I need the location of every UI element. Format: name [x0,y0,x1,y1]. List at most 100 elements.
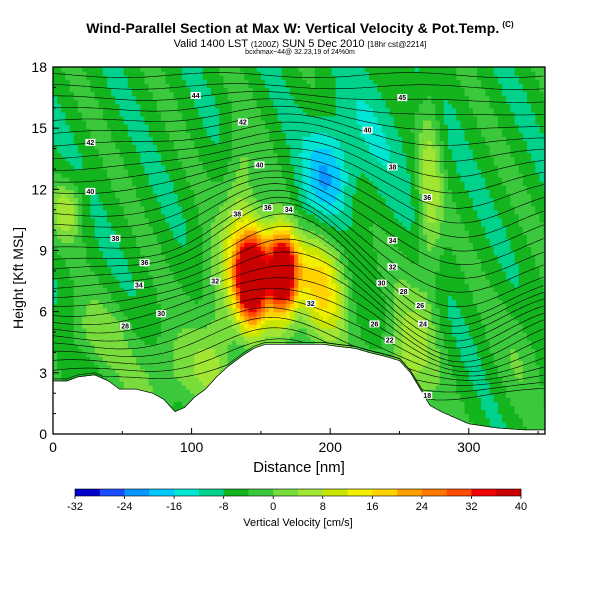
velocity-cell [98,107,104,113]
velocity-cell [240,205,245,211]
velocity-cell [127,168,133,174]
velocity-cell [215,372,220,378]
velocity-cell [202,173,208,178]
velocity-cell [269,266,274,272]
velocity-cell [140,140,146,146]
velocity-cell [252,213,258,219]
velocity-cell [136,307,141,313]
velocity-cell [123,344,129,349]
velocity-cell [256,173,262,178]
velocity-cell [260,156,266,162]
velocity-cell [181,254,187,260]
velocity-cell [69,238,75,243]
velocity-cell [215,168,220,174]
velocity-cell [252,319,258,325]
velocity-cell [148,160,154,166]
velocity-cell [148,279,154,284]
velocity-cell [265,262,270,268]
velocity-cell [82,160,87,166]
velocity-cell [161,360,166,366]
velocity-cell [194,132,200,137]
velocity-cell [194,254,200,260]
velocity-cell [256,254,262,260]
velocity-cell [240,352,245,358]
velocity-cell [86,287,92,292]
velocity-cell [252,79,258,84]
velocity-cell [111,217,116,223]
velocity-cell [77,270,83,276]
velocity-cell [169,352,175,358]
velocity-cell [77,67,83,72]
velocity-cell [240,299,245,305]
velocity-cell [53,368,58,374]
velocity-cell [65,364,71,370]
velocity-cell [123,140,129,146]
velocity-cell [273,213,279,219]
velocity-cell [190,328,195,333]
velocity-cell [186,152,191,158]
velocity-cell [244,128,250,133]
velocity-cell [53,152,58,158]
velocity-cell [186,258,191,264]
velocity-cell [115,67,121,72]
velocity-cell [161,197,166,203]
velocity-cell [215,103,220,109]
velocity-cell [156,181,162,186]
velocity-cell [69,124,75,129]
velocity-cell [177,209,183,215]
velocity-cell [265,234,270,239]
velocity-cell [77,295,83,301]
velocity-cell [248,75,254,80]
velocity-cell [123,144,129,150]
velocity-cell [190,275,195,280]
velocity-cell [265,250,270,256]
velocity-cell [65,254,71,260]
velocity-cell [152,319,158,325]
velocity-cell [194,340,200,345]
velocity-cell [252,238,258,243]
velocity-cell [94,99,100,105]
velocity-cell [177,401,183,407]
velocity-cell [181,132,187,137]
velocity-cell [77,254,83,260]
velocity-cell [140,107,146,113]
velocity-cell [248,222,254,227]
velocity-cell [194,115,200,121]
velocity-cell [90,336,96,341]
velocity-cell [206,136,212,141]
velocity-cell [107,242,112,247]
velocity-cell [123,197,129,203]
velocity-cell [198,319,204,325]
velocity-cell [260,307,266,313]
velocity-cell [61,160,67,166]
velocity-cell [98,124,104,129]
velocity-cell [235,319,241,325]
velocity-cell [102,344,108,349]
velocity-cell [173,254,179,260]
velocity-cell [186,177,191,182]
velocity-cell [211,205,216,211]
velocity-cell [94,160,100,166]
velocity-cell [273,67,279,72]
velocity-cell [252,115,258,121]
velocity-cell [260,287,266,292]
velocity-cell [206,250,212,256]
velocity-cell [273,307,279,313]
velocity-cell [165,91,171,97]
velocity-cell [248,140,254,146]
velocity-cell [123,315,129,321]
velocity-cell [260,144,266,150]
velocity-cell [119,148,125,154]
velocity-cell [156,348,162,354]
velocity-cell [269,270,274,276]
velocity-cell [198,336,204,341]
velocity-cell [169,91,175,97]
velocity-cell [190,67,195,72]
velocity-cell [77,291,83,296]
velocity-cell [86,193,92,199]
velocity-cell [260,177,266,182]
velocity-cell [94,75,100,80]
velocity-cell [65,120,71,125]
velocity-cell [169,160,175,166]
velocity-cell [152,340,158,345]
